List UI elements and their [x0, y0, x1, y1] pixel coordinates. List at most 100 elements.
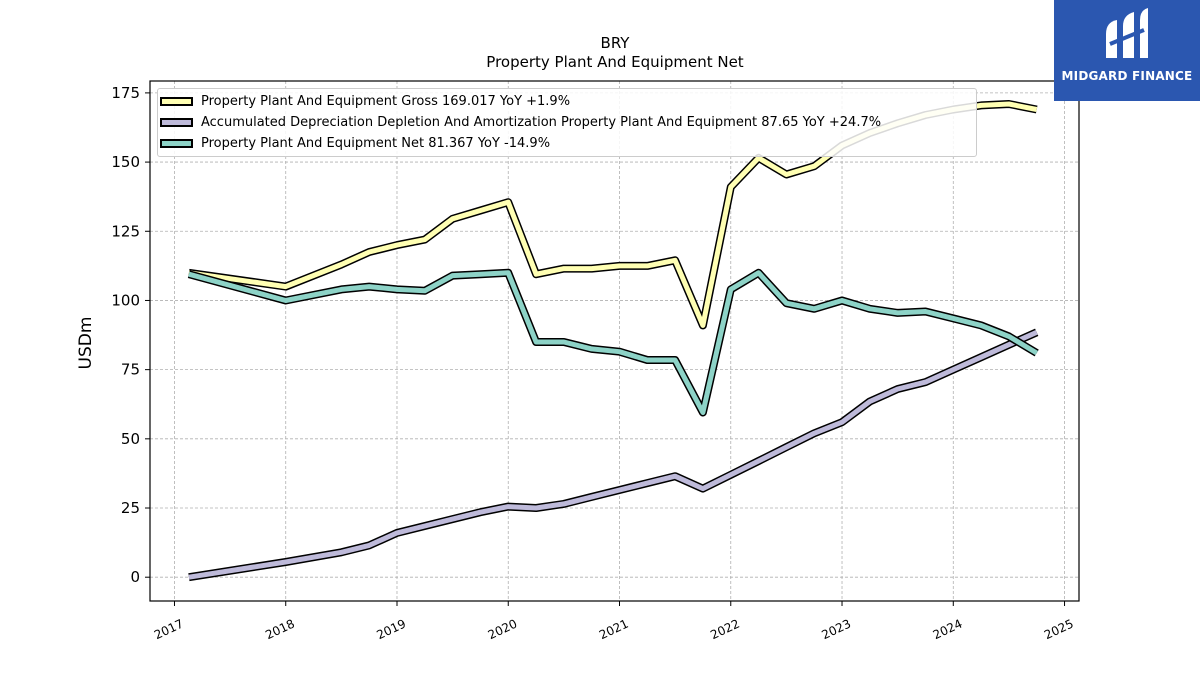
data-point — [186, 575, 191, 580]
data-point — [617, 263, 622, 268]
data-point — [812, 164, 817, 169]
brand-logo-icon — [1106, 8, 1148, 58]
y-tick-label: 0 — [130, 568, 140, 586]
y-tick-label: 100 — [111, 291, 140, 309]
y-tick-label: 50 — [121, 430, 140, 448]
data-point — [478, 208, 483, 213]
data-point — [478, 510, 483, 515]
data-point — [561, 266, 566, 271]
data-point — [673, 258, 678, 263]
data-point — [534, 340, 539, 345]
legend-label-gross: Property Plant And Equipment Gross 169.0… — [201, 93, 571, 109]
legend-swatch-depreciation — [160, 117, 193, 127]
data-point — [478, 272, 483, 277]
data-point — [840, 420, 845, 425]
data-point — [561, 340, 566, 345]
data-point — [1034, 351, 1039, 356]
y-tick-label: 175 — [111, 84, 140, 102]
data-point — [1006, 342, 1011, 347]
x-tick-label: 2024 — [931, 617, 965, 643]
y-tick-label: 125 — [111, 222, 140, 240]
data-point — [673, 358, 678, 363]
legend-item-gross: Property Plant And Equipment Gross 169.0… — [158, 91, 570, 111]
data-point — [339, 262, 344, 267]
y-tick-label: 25 — [121, 499, 140, 517]
data-point — [367, 543, 372, 548]
plot-frame — [149, 80, 1080, 602]
data-point — [506, 200, 511, 205]
data-point — [339, 287, 344, 292]
data-point — [979, 103, 984, 108]
data-point — [283, 298, 288, 303]
data-point — [283, 560, 288, 565]
data-point — [867, 399, 872, 404]
data-point — [979, 323, 984, 328]
data-point — [367, 250, 372, 255]
data-point — [645, 481, 650, 486]
legend-swatch-net — [160, 138, 193, 148]
data-point — [728, 185, 733, 190]
data-point — [1034, 330, 1039, 335]
chart-title: BRY — [601, 34, 631, 52]
data-point — [895, 310, 900, 315]
data-point — [812, 306, 817, 311]
legend: Property Plant And Equipment Gross 169.0… — [157, 88, 977, 157]
x-tick-label: 2023 — [820, 617, 854, 643]
data-point — [700, 410, 705, 415]
data-point — [1034, 107, 1039, 112]
data-point — [186, 272, 191, 277]
data-point — [951, 367, 956, 372]
data-point — [395, 530, 400, 535]
x-tick-label: 2022 — [708, 617, 742, 643]
data-point — [395, 287, 400, 292]
data-point — [395, 243, 400, 248]
data-point — [923, 380, 928, 385]
data-point — [784, 445, 789, 450]
data-point — [700, 323, 705, 328]
data-point — [784, 301, 789, 306]
data-point — [728, 472, 733, 477]
x-tick-label: 2025 — [1042, 617, 1076, 643]
y-tick-label: 75 — [121, 361, 140, 379]
data-point — [867, 306, 872, 311]
data-point — [283, 284, 288, 289]
data-point — [450, 216, 455, 221]
data-point — [784, 172, 789, 177]
brand-name: MIDGARD FINANCE — [1061, 69, 1193, 83]
axes: 2017 2018 2019 2020 2021 2022 2023 2024 2025 0 25 5… — [111, 84, 1075, 642]
grid — [150, 81, 1079, 601]
y-axis-label: USDm — [76, 317, 96, 370]
data-point — [617, 488, 622, 493]
data-point — [561, 501, 566, 506]
legend-label-net: Property Plant And Equipment Net 81.367 … — [201, 135, 551, 151]
data-point — [645, 263, 650, 268]
data-point — [534, 506, 539, 511]
legend-swatch-gross — [160, 96, 193, 106]
data-point — [339, 550, 344, 555]
data-point — [756, 459, 761, 464]
data-point — [645, 358, 650, 363]
legend-item-net: Property Plant And Equipment Net 81.367 … — [158, 133, 550, 153]
chart-subtitle: Property Plant And Equipment Net — [486, 53, 743, 71]
data-point — [617, 349, 622, 354]
x-tick-label: 2021 — [597, 617, 631, 643]
legend-item-depreciation: Accumulated Depreciation Depletion And A… — [158, 112, 881, 132]
data-point — [728, 287, 733, 292]
data-point — [700, 486, 705, 491]
data-point — [1006, 102, 1011, 107]
data-point — [923, 309, 928, 314]
data-point — [534, 272, 539, 277]
data-point — [450, 273, 455, 278]
series-outline-1 — [188, 328, 1039, 582]
data-point — [422, 524, 427, 529]
data-point — [1006, 334, 1011, 339]
data-point — [673, 474, 678, 479]
data-point — [422, 237, 427, 242]
data-point — [756, 270, 761, 275]
data-point — [589, 346, 594, 351]
x-tick-label: 2018 — [263, 617, 297, 643]
data-point — [979, 355, 984, 360]
data-point — [506, 270, 511, 275]
legend-label-depreciation: Accumulated Depreciation Depletion And A… — [201, 114, 882, 130]
data-point — [840, 298, 845, 303]
